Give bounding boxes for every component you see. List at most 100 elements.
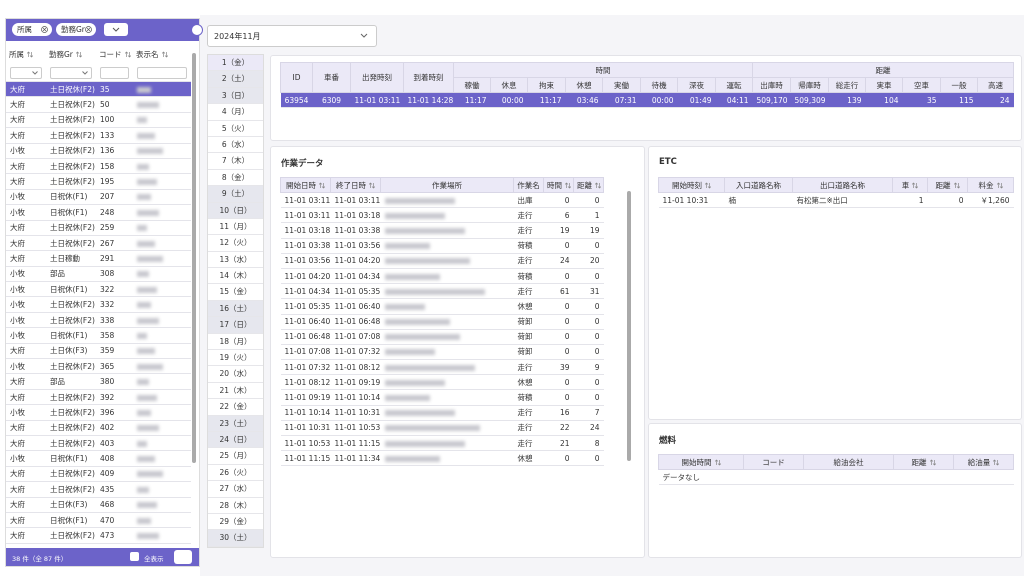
sort-icon[interactable] — [318, 182, 326, 189]
date-item[interactable]: 12（火） — [208, 235, 263, 252]
row[interactable]: 大府 土日祝休(F2) 409 — [6, 466, 191, 483]
column-header[interactable]: 料金 — [967, 177, 1014, 193]
date-item[interactable]: 8（金） — [208, 170, 263, 187]
date-item[interactable]: 24（日） — [208, 431, 263, 449]
filter-chip[interactable]: 勤務Gr — [56, 23, 96, 36]
row[interactable]: 11-01 03:11 11-01 03:11 出庫 0 0 — [280, 192, 604, 209]
sort-icon[interactable] — [704, 182, 712, 189]
column-header[interactable]: 距離 — [893, 454, 954, 470]
column-header[interactable]: 時間 — [543, 177, 574, 193]
row[interactable]: 大府 土日稼動 291 — [6, 250, 191, 267]
date-item[interactable]: 26（火） — [208, 465, 263, 482]
row[interactable]: 小牧 日祝休(F1) 358 — [6, 327, 191, 344]
column-header[interactable]: 開始日時 — [280, 177, 331, 193]
date-item[interactable]: 2（土） — [208, 71, 263, 88]
row[interactable]: 小牧 土日祝休(F2) 332 — [6, 296, 191, 313]
row[interactable]: 大府 土日祝休(F2) 392 — [6, 389, 191, 406]
sort-icon[interactable] — [368, 182, 376, 189]
sort-icon[interactable] — [26, 51, 34, 58]
row[interactable]: 11-01 08:12 11-01 09:19 休憩 0 0 — [280, 374, 604, 391]
date-item[interactable]: 29（金） — [208, 514, 263, 531]
sort-icon[interactable] — [714, 459, 721, 466]
sort-icon[interactable] — [929, 459, 936, 466]
date-item[interactable]: 21（木） — [208, 383, 263, 400]
date-item[interactable]: 18（月） — [208, 334, 263, 351]
row[interactable]: 小牧 土日祝休(F2) 365 — [6, 358, 191, 375]
sort-icon[interactable] — [993, 459, 1000, 466]
date-item[interactable]: 25（月） — [208, 448, 263, 465]
date-item[interactable]: 16（土） — [208, 300, 263, 318]
date-item[interactable]: 23（土） — [208, 415, 263, 432]
row[interactable]: 小牧 土日祝休(F2) 396 — [6, 404, 191, 421]
column-header[interactable]: 給油量 — [953, 454, 1014, 470]
row[interactable]: 11-01 03:18 11-01 03:38 走行 19 19 — [280, 222, 604, 239]
column-header[interactable]: コード — [96, 43, 133, 65]
date-item[interactable]: 4（月） — [208, 104, 263, 121]
row[interactable]: 11-01 03:11 11-01 03:18 走行 6 1 — [280, 207, 604, 224]
date-item[interactable]: 5（火） — [208, 121, 263, 137]
row[interactable]: 11-01 06:40 11-01 06:48 荷卸 0 0 — [280, 314, 604, 330]
row[interactable]: 11-01 06:48 11-01 07:08 荷卸 0 0 — [280, 329, 604, 345]
filter-cell[interactable] — [96, 65, 133, 82]
row[interactable]: 小牧 日祝休(F1) 322 — [6, 281, 191, 298]
column-header[interactable]: 距離 — [573, 177, 604, 193]
row[interactable]: 大府 土日祝休(F2) 259 — [6, 220, 191, 236]
show-all-checkbox[interactable] — [130, 552, 139, 561]
row[interactable]: 11-01 07:32 11-01 08:12 走行 39 9 — [280, 359, 604, 376]
date-item[interactable]: 10（日） — [208, 202, 263, 219]
date-item[interactable]: 11（月） — [208, 219, 263, 236]
filter-cell[interactable] — [133, 65, 191, 82]
row[interactable]: 大府 土日祝休(F2) 473 — [6, 527, 191, 544]
row[interactable]: 11-01 07:08 11-01 07:32 荷卸 0 0 — [280, 344, 604, 361]
filter-cell[interactable] — [6, 65, 46, 82]
column-header[interactable]: 表示名 — [133, 43, 191, 65]
date-item[interactable]: 28（木） — [208, 498, 263, 514]
row[interactable]: 大府 土日祝休(F2) 158 — [6, 158, 191, 175]
sort-icon[interactable] — [953, 182, 960, 189]
column-header[interactable]: 終了日時 — [330, 177, 381, 193]
row[interactable]: 11-01 04:34 11-01 05:35 走行 61 31 — [280, 283, 604, 300]
row[interactable]: 63954 6309 11-01 03:11 11-01 14:28 11:17 00:0… — [280, 92, 1014, 108]
row[interactable]: 11-01 10:14 11-01 10:31 走行 16 7 — [280, 405, 604, 421]
row[interactable]: 大府 土日祝休(F2) 35 — [6, 81, 191, 98]
date-item[interactable]: 3（日） — [208, 87, 263, 105]
row[interactable]: 11-01 10:31 楠有松第二※出口 1 0 ￥1,260 — [658, 192, 1014, 208]
row[interactable]: 小牧 土日祝休(F2) 338 — [6, 312, 191, 329]
refresh-button[interactable] — [174, 550, 192, 564]
row[interactable]: 大府 土日休(F3) 359 — [6, 343, 191, 360]
date-item[interactable]: 20（水） — [208, 366, 263, 383]
row[interactable]: 11-01 10:31 11-01 10:53 走行 22 24 — [280, 420, 604, 437]
row[interactable]: 小牧 日祝休(F1) 408 — [6, 450, 191, 467]
date-item[interactable]: 19（火） — [208, 350, 263, 367]
row[interactable]: 大府 土日祝休(F2) 403 — [6, 435, 191, 452]
row[interactable]: 大府 土日祝休(F2) 133 — [6, 127, 191, 144]
column-header[interactable]: 開始時間 — [658, 454, 744, 470]
row[interactable]: 11-01 11:15 11-01 11:34 休憩 0 0 — [280, 450, 604, 467]
column-header[interactable]: 車 — [892, 177, 928, 193]
date-item[interactable]: 7（木） — [208, 153, 263, 170]
row[interactable]: 大府 土日祝休(F2) 100 — [6, 112, 191, 129]
sort-icon[interactable] — [124, 51, 131, 58]
date-item[interactable]: 15（金） — [208, 284, 263, 301]
filter-dropdown[interactable] — [104, 23, 128, 36]
sort-icon[interactable] — [912, 182, 919, 189]
chip-remove[interactable] — [85, 26, 92, 33]
date-item[interactable]: 9（土） — [208, 186, 263, 203]
row[interactable]: 11-01 04:20 11-01 04:34 荷積 0 0 — [280, 268, 604, 285]
date-item[interactable]: 1（金） — [208, 55, 263, 72]
row[interactable]: 大府 土日祝休(F2) 195 — [6, 173, 191, 190]
row[interactable]: 大府 土日祝休(F2) 402 — [6, 420, 191, 436]
sort-icon[interactable] — [161, 51, 168, 58]
column-header[interactable]: 勤務Gr — [46, 43, 96, 65]
row[interactable]: 小牧 部品 308 — [6, 266, 191, 283]
date-item[interactable]: 13（水） — [208, 252, 263, 269]
row[interactable]: 11-01 05:35 11-01 06:40 休憩 0 0 — [280, 298, 604, 315]
month-select[interactable]: 2024年11月 — [207, 25, 377, 47]
sort-icon[interactable] — [594, 182, 602, 189]
column-header[interactable]: 開始時刻 — [658, 177, 725, 193]
date-item[interactable]: 27（水） — [208, 481, 263, 498]
date-item[interactable]: 30（土） — [208, 530, 263, 547]
column-header[interactable]: 所属 — [6, 43, 46, 65]
row[interactable]: 大府 土日祝休(F2) 267 — [6, 235, 191, 252]
date-item[interactable]: 6（水） — [208, 137, 263, 154]
